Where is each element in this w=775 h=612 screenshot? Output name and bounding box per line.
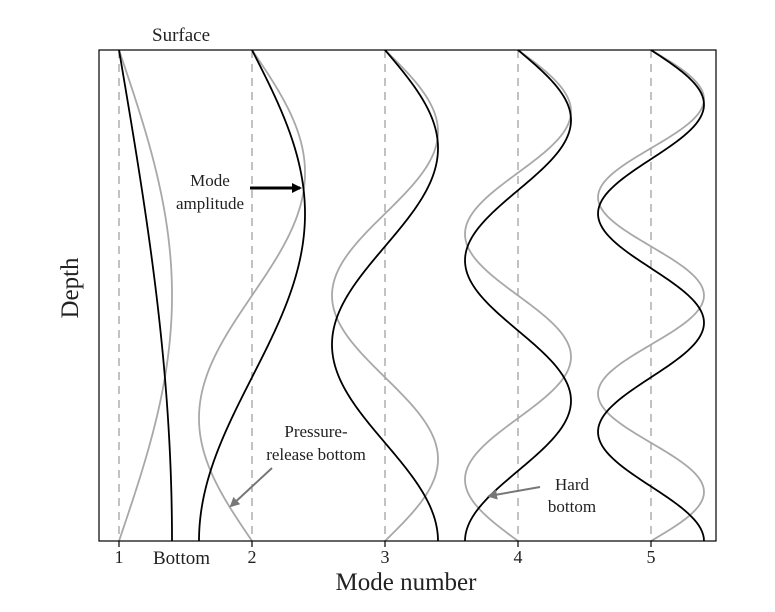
tick-label-5: 5 <box>647 547 656 567</box>
mode-amplitude-label-line1: Mode <box>190 171 230 190</box>
tick-label-4: 4 <box>514 547 523 567</box>
mode-2-pressure-release-curve <box>198 49 306 542</box>
mode-2-hard-bottom-curve <box>198 49 306 542</box>
x-ticks: 1 2 3 4 5 <box>115 541 656 567</box>
y-axis-label: Depth <box>57 257 84 319</box>
mode-3-pressure-release-curve <box>331 49 439 542</box>
mode-3-hard-bottom-curve <box>331 49 439 542</box>
hard-bottom-arrow <box>487 486 541 500</box>
plot-frame <box>98 49 717 542</box>
mode-5-hard-bottom-curve <box>597 49 705 542</box>
tick-label-3: 3 <box>381 547 390 567</box>
x-axis-label: Mode number <box>336 569 478 596</box>
mode-4-pressure-release-curve <box>464 49 572 542</box>
pressure-release-curves <box>118 49 705 542</box>
pressure-release-arrow <box>229 467 273 508</box>
mode-5-pressure-release-curve <box>597 49 705 542</box>
hard-bottom-label-line2: bottom <box>548 497 596 516</box>
hard-bottom-curves <box>118 49 705 542</box>
pressure-release-label-line1: Pressure- <box>284 422 348 441</box>
tick-label-2: 2 <box>248 547 257 567</box>
mode-1-pressure-release-curve <box>118 49 173 541</box>
bottom-label: Bottom <box>153 548 210 569</box>
tick-label-1: 1 <box>115 547 124 567</box>
surface-label: Surface <box>152 25 210 46</box>
mode-4-hard-bottom-curve <box>464 49 572 542</box>
mode-1-hard-bottom-curve <box>118 49 173 542</box>
pressure-release-label-line2: release bottom <box>266 445 366 464</box>
mode-amplitude-label-line2: amplitude <box>176 194 244 213</box>
hard-bottom-label-line1: Hard <box>555 475 589 494</box>
